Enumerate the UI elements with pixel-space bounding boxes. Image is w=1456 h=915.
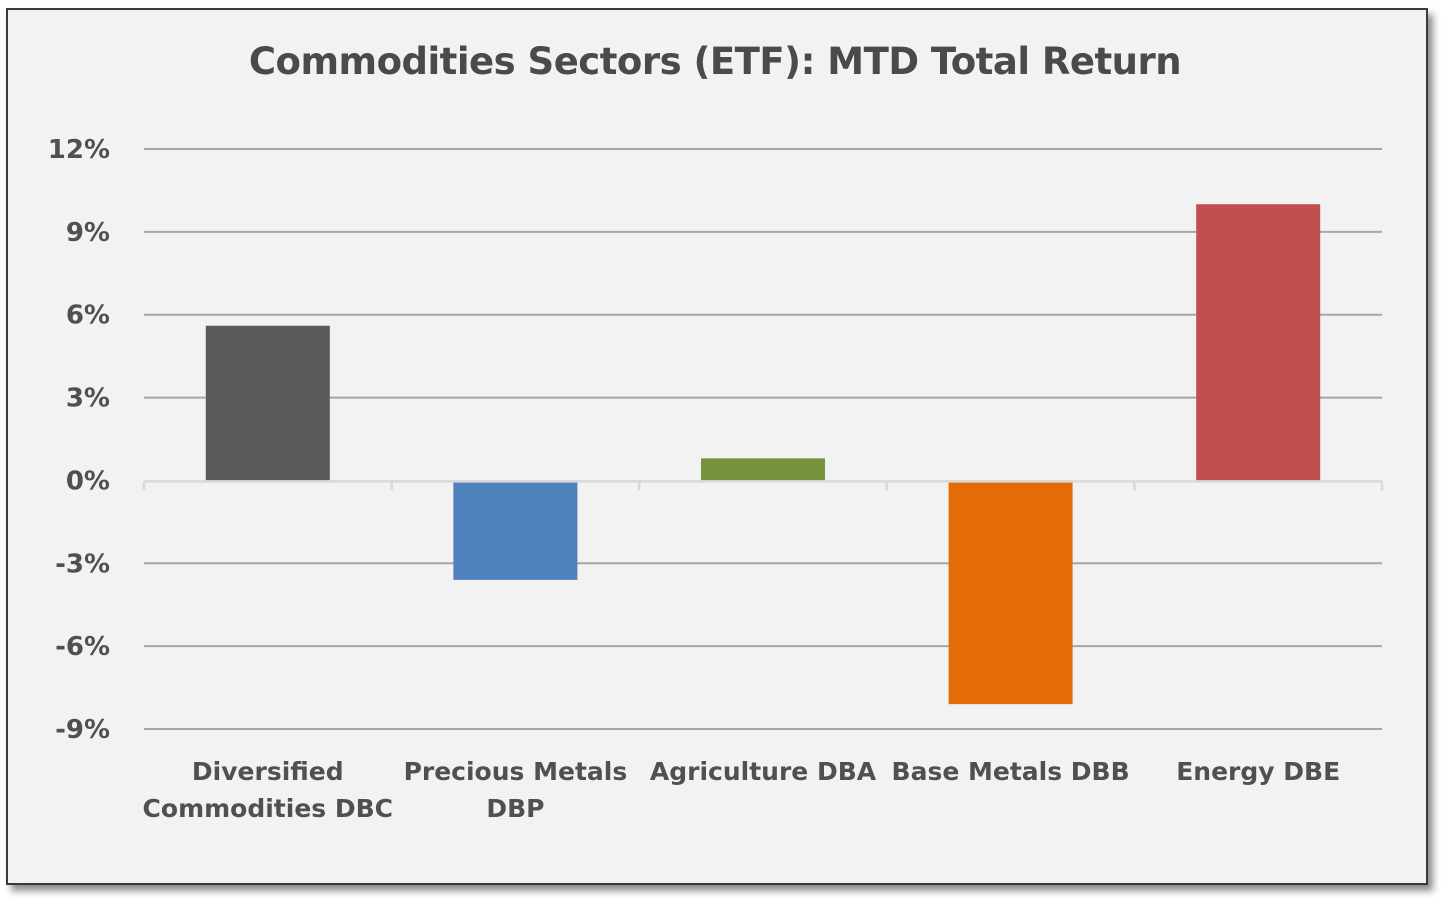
y-tick-label: 3% [66,384,110,414]
bar [205,325,330,481]
x-category-label: Diversified Commodities DBC [143,757,393,823]
y-tick-label: 6% [66,301,110,331]
x-axis [142,480,1384,491]
gridlines [144,148,1382,730]
bar [701,458,825,481]
bar [453,480,578,580]
y-tick-label: 9% [66,218,110,248]
x-category-label: Agriculture DBA [650,757,877,786]
x-category-label: Base Metals DBB [892,757,1130,786]
y-tick-label: 12% [48,135,110,165]
chart-title: Commodities Sectors (ETF): MTD Total Ret… [248,40,1182,83]
y-tick-label: 0% [66,466,110,496]
bar [1196,204,1321,481]
bar [948,480,1073,705]
x-category-label: Energy DBE [1176,757,1340,786]
x-category-label: Precious Metals DBP [404,757,628,823]
y-tick-label: -3% [55,549,110,579]
y-tick-label: -9% [55,715,110,745]
y-tick-label: -6% [55,632,110,662]
bars [205,204,1321,705]
y-axis-tick-labels: 12% 9% 6% 3% 0% -3% -6% -9% [48,135,110,745]
